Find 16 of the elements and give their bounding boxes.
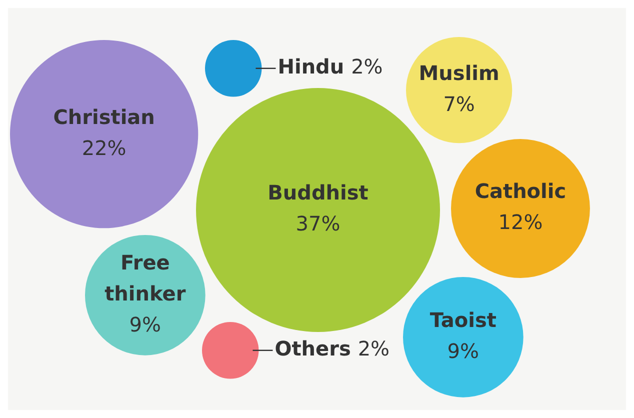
data-label: 9%: [447, 338, 480, 363]
category-label: Buddhist: [268, 180, 369, 205]
category-label: Hindu: [278, 54, 344, 79]
category-label: Others: [274, 336, 351, 361]
data-label: 2%: [351, 54, 383, 79]
data-label: 22%: [82, 136, 126, 160]
category-label: Free thinker: [104, 250, 186, 306]
category-label: Muslim: [418, 60, 500, 85]
data-label: 37%: [296, 212, 340, 236]
data-label: 2%: [358, 336, 390, 361]
data-label: 12%: [498, 210, 543, 234]
data-label: 7%: [443, 92, 475, 116]
category-label: Catholic: [474, 179, 566, 204]
category-label: Christian: [53, 104, 155, 129]
data-label: 9%: [129, 312, 162, 336]
category-label: Taoist: [430, 308, 497, 332]
